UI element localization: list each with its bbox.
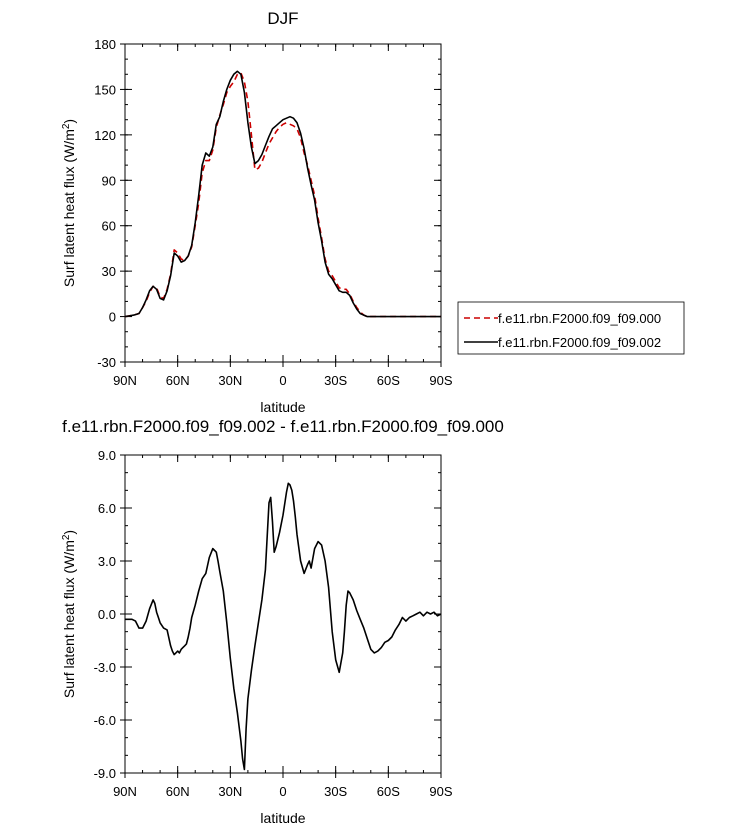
x-axis-label: latitude [260, 399, 305, 415]
y-tick-label: 90 [102, 173, 116, 188]
legend-label: f.e11.rbn.F2000.f09_f09.000 [498, 311, 661, 326]
x-tick-label: 90S [429, 784, 452, 799]
y-tick-label: 60 [102, 219, 116, 234]
y-tick-label: -6.0 [94, 713, 116, 728]
plot-frame [124, 43, 442, 363]
x-tick-label: 30N [218, 373, 242, 388]
x-tick-label: 90S [429, 373, 452, 388]
y-tick-label: 0 [109, 310, 116, 325]
legend: f.e11.rbn.F2000.f09_f09.000 f.e11.rbn.F20… [457, 301, 685, 355]
series-line-2 [124, 70, 441, 318]
x-tick-label: 60N [166, 784, 190, 799]
y-tick-label: 3.0 [98, 554, 116, 569]
chart-title: f.e11.rbn.F2000.f09_f09.002 - f.e11.rbn.… [62, 417, 504, 436]
series-line-1 [125, 482, 442, 771]
y-axis-label: Surf latent heat flux (W/m2) [61, 530, 77, 698]
y-tick-label: 0.0 [98, 607, 116, 622]
x-tick-label: 90N [113, 784, 137, 799]
x-tick-label: 0 [279, 373, 286, 388]
y-tick-label: 6.0 [98, 501, 116, 516]
y-tick-label: 120 [94, 128, 116, 143]
x-tick-label: 60S [377, 784, 400, 799]
plot-frame [124, 454, 442, 774]
y-tick-label: 150 [94, 82, 116, 97]
legend-label: f.e11.rbn.F2000.f09_f09.002 [498, 335, 661, 350]
y-tick-label: 30 [102, 264, 116, 279]
x-tick-label: 0 [279, 784, 286, 799]
x-tick-label: 60N [166, 373, 190, 388]
y-tick-label: -9.0 [94, 766, 116, 781]
chart-1: DJF 180 150 120 90 60 30 0 -30 90N 60N 30N 0 30S 60S 90… [61, 9, 685, 415]
y-tick-label: -30 [97, 355, 116, 370]
chart-2: f.e11.rbn.F2000.f09_f09.002 - f.e11.rbn.… [61, 417, 504, 826]
x-tick-label: 60S [377, 373, 400, 388]
x-axis-label: latitude [260, 810, 305, 826]
x-tick-label: 90N [113, 373, 137, 388]
series-line-1 [124, 72, 441, 318]
y-tick-label: 180 [94, 37, 116, 52]
x-tick-label: 30S [324, 373, 347, 388]
y-tick-label: 9.0 [98, 448, 116, 463]
y-axis-label: Surf latent heat flux (W/m2) [61, 119, 77, 287]
chart-title: DJF [267, 9, 298, 28]
x-tick-label: 30S [324, 784, 347, 799]
y-tick-label: -3.0 [94, 660, 116, 675]
x-tick-label: 30N [218, 784, 242, 799]
legend-box [457, 301, 685, 355]
